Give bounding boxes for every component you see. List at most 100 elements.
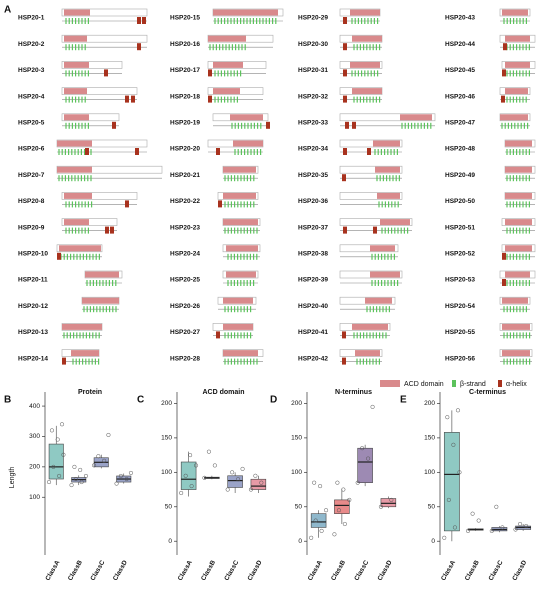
acd-domain xyxy=(505,271,530,278)
data-point xyxy=(312,480,317,485)
alpha-helix xyxy=(501,95,505,103)
data-point xyxy=(92,463,97,468)
x-tick-label: ClassB xyxy=(200,559,217,582)
data-point xyxy=(342,521,347,527)
data-point xyxy=(72,464,77,469)
alpha-helix xyxy=(342,357,346,365)
data-point xyxy=(61,452,66,457)
acd-domain xyxy=(230,114,263,121)
acd-domain xyxy=(57,140,92,147)
x-tick-label: ClassC xyxy=(223,559,240,582)
acd-domain xyxy=(233,140,263,147)
data-point xyxy=(194,463,199,468)
protein-label: HSP20-19 xyxy=(170,120,200,127)
data-point xyxy=(59,422,65,427)
protein-label: HSP20-18 xyxy=(170,93,200,100)
data-point xyxy=(336,508,341,513)
data-point xyxy=(494,504,499,509)
data-point xyxy=(73,476,78,482)
protein-outline xyxy=(61,218,118,226)
protein-label: HSP20-16 xyxy=(170,41,200,48)
alpha-helix xyxy=(125,200,129,208)
x-tick-label: ClassA xyxy=(307,559,324,582)
data-point xyxy=(78,467,83,472)
protein-label: HSP20-1 xyxy=(18,15,45,22)
protein-label: HSP20-23 xyxy=(170,224,200,231)
protein-outline xyxy=(61,8,148,17)
data-point xyxy=(366,456,371,461)
alpha-helix xyxy=(266,121,270,129)
data-point xyxy=(470,511,475,516)
panel-label: E xyxy=(400,395,407,406)
acd-domain xyxy=(365,297,392,304)
acd-domain xyxy=(59,245,101,252)
data-point xyxy=(128,470,133,475)
y-tick-label: 150 xyxy=(424,435,435,442)
acd-domain xyxy=(223,219,258,226)
data-point xyxy=(455,408,461,413)
protein-label: HSP20-12 xyxy=(18,303,48,310)
x-tick-label: ClassC xyxy=(89,559,106,582)
protein-label: HSP20-21 xyxy=(170,172,200,179)
data-point xyxy=(378,504,383,509)
acd-domain xyxy=(62,323,102,330)
data-point xyxy=(332,532,337,537)
y-tick-label: 50 xyxy=(428,503,436,510)
protein-label: HSP20-30 xyxy=(298,41,328,48)
alpha-helix xyxy=(216,331,220,339)
data-point xyxy=(55,437,60,442)
protein-label: HSP20-17 xyxy=(170,67,200,74)
alpha-helix xyxy=(502,69,506,77)
box xyxy=(227,475,243,488)
acd-domain xyxy=(377,192,400,199)
data-point xyxy=(49,428,54,433)
data-point xyxy=(188,453,193,458)
alpha-helix xyxy=(342,174,346,182)
data-point xyxy=(206,449,211,454)
acd-domain xyxy=(350,61,380,68)
data-point xyxy=(230,470,235,475)
acd-domain xyxy=(505,35,530,42)
legend-label: ACD domain xyxy=(404,381,444,388)
acd-domain xyxy=(64,192,92,199)
x-tick-label: ClassB xyxy=(67,559,84,582)
data-point xyxy=(179,490,184,496)
data-point xyxy=(309,535,314,540)
data-point xyxy=(248,487,253,492)
alpha-helix xyxy=(352,121,356,129)
y-tick-label: 100 xyxy=(291,469,302,476)
acd-domain xyxy=(375,166,400,173)
protein-label: HSP20-50 xyxy=(445,198,475,205)
acd-domain xyxy=(223,166,256,173)
protein-outline xyxy=(339,192,403,200)
acd-domain xyxy=(223,350,258,357)
protein-label: HSP20-3 xyxy=(18,67,45,74)
box xyxy=(310,513,327,528)
protein-label: HSP20-26 xyxy=(170,303,200,310)
acd-domain xyxy=(505,166,532,173)
acd-domain xyxy=(208,35,246,42)
data-point xyxy=(513,527,518,532)
acd-domain xyxy=(400,114,432,121)
x-tick-label: ClassB xyxy=(330,559,347,582)
acd-domain xyxy=(500,114,528,121)
data-point xyxy=(183,473,188,478)
alpha-helix xyxy=(112,121,116,129)
protein-label: HSP20-27 xyxy=(170,329,200,336)
y-tick-label: 50 xyxy=(295,503,303,510)
chart-title: N-terminus xyxy=(335,389,372,396)
y-tick-label: 400 xyxy=(29,403,40,410)
data-point xyxy=(124,476,129,482)
alpha-helix xyxy=(85,148,89,155)
acd-domain xyxy=(82,297,119,304)
protein-outline xyxy=(61,61,123,69)
x-tick-label: ClassA xyxy=(177,559,194,582)
protein-label: HSP20-37 xyxy=(298,224,328,231)
data-point xyxy=(335,480,340,485)
acd-domain xyxy=(505,88,528,95)
alpha-helix xyxy=(367,148,371,155)
acd-domain xyxy=(352,323,388,330)
protein-label: HSP20-28 xyxy=(170,355,200,362)
y-tick-label: 0 xyxy=(298,538,302,545)
